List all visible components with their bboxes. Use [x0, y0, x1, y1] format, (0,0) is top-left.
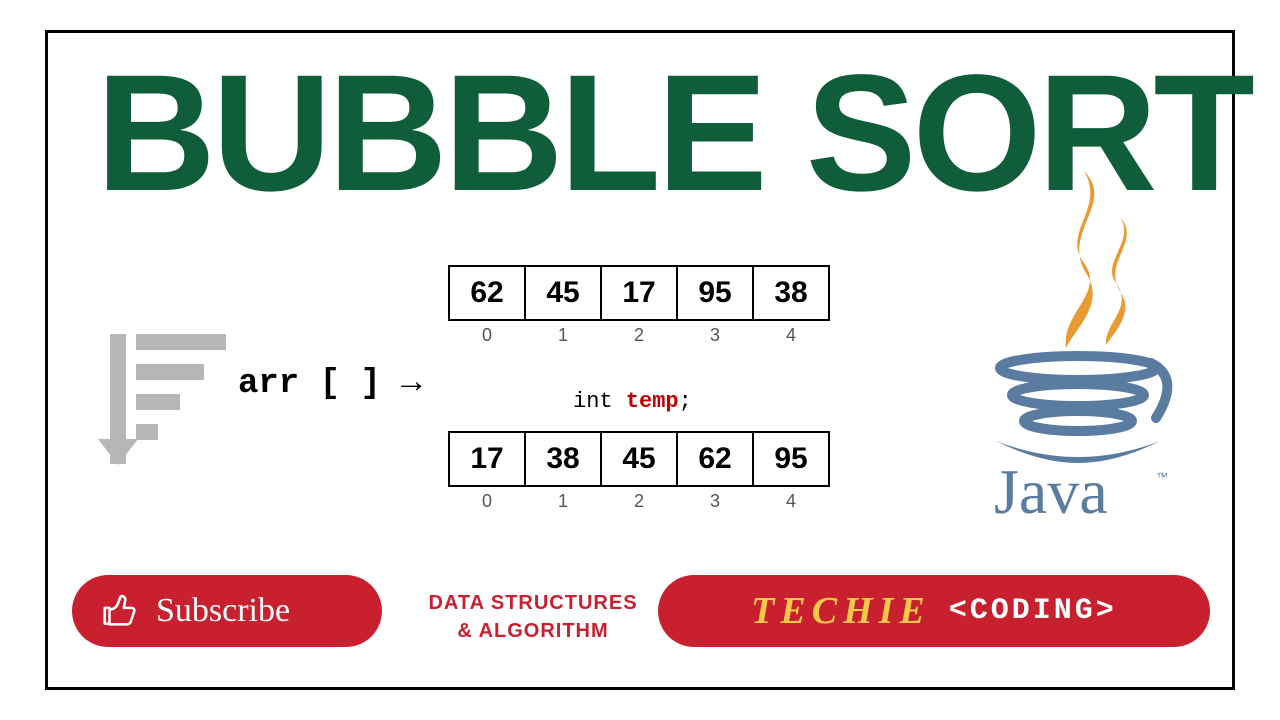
array-index: 4: [752, 321, 830, 346]
category-line-1: DATA STRUCTURES: [418, 589, 648, 617]
sort-descending-icon: [110, 328, 220, 468]
array-index: 3: [676, 321, 754, 346]
svg-text:™: ™: [1156, 470, 1168, 484]
array-unsorted: 62 45 17 95 38 0 1 2 3 4: [448, 265, 830, 346]
array-label: arr [ ] →: [238, 365, 422, 403]
brand-coding: <CODING>: [949, 594, 1117, 628]
variable-temp: temp: [626, 389, 679, 414]
temp-declaration: int temp;: [573, 389, 692, 414]
array-cell: 38: [524, 431, 602, 487]
category-label: DATA STRUCTURES & ALGORITHM: [418, 589, 648, 645]
brand-techie: TECHIE: [751, 589, 931, 633]
array-cell: 95: [676, 265, 754, 321]
subscribe-label: Subscribe: [156, 592, 290, 630]
content-frame: BUBBLE SORT arr [ ] → 62 45 17 95 38 0 1…: [45, 30, 1235, 690]
array-index: 3: [676, 487, 754, 512]
svg-text:Java: Java: [994, 456, 1108, 523]
semicolon: ;: [679, 389, 692, 414]
array-index: 1: [524, 321, 602, 346]
brand-pill: TECHIE <CODING>: [658, 575, 1210, 647]
array-cell: 45: [524, 265, 602, 321]
array-cell: 62: [676, 431, 754, 487]
thumbs-up-icon: [100, 592, 138, 630]
java-logo-icon: Java ™: [966, 163, 1196, 523]
array-index: 2: [600, 321, 678, 346]
array-index: 1: [524, 487, 602, 512]
keyword-int: int: [573, 389, 613, 414]
array-cell: 17: [448, 431, 526, 487]
array-cell: 38: [752, 265, 830, 321]
array-cell: 62: [448, 265, 526, 321]
subscribe-button[interactable]: Subscribe: [72, 575, 382, 647]
array-cell: 17: [600, 265, 678, 321]
array-index: 0: [448, 487, 526, 512]
array-index: 0: [448, 321, 526, 346]
array-index: 4: [752, 487, 830, 512]
array-cell: 45: [600, 431, 678, 487]
array-cell: 95: [752, 431, 830, 487]
category-line-2: & ALGORITHM: [418, 617, 648, 645]
array-sorted: 17 38 45 62 95 0 1 2 3 4: [448, 431, 830, 512]
array-index: 2: [600, 487, 678, 512]
